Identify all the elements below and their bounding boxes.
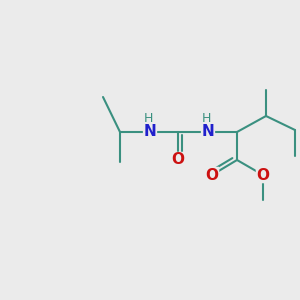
Text: H: H [143, 112, 153, 124]
Text: N: N [144, 124, 156, 140]
Text: O: O [256, 167, 269, 182]
Text: H: H [201, 112, 211, 124]
Text: O: O [172, 152, 184, 167]
Text: O: O [206, 167, 218, 182]
Text: N: N [202, 124, 214, 140]
